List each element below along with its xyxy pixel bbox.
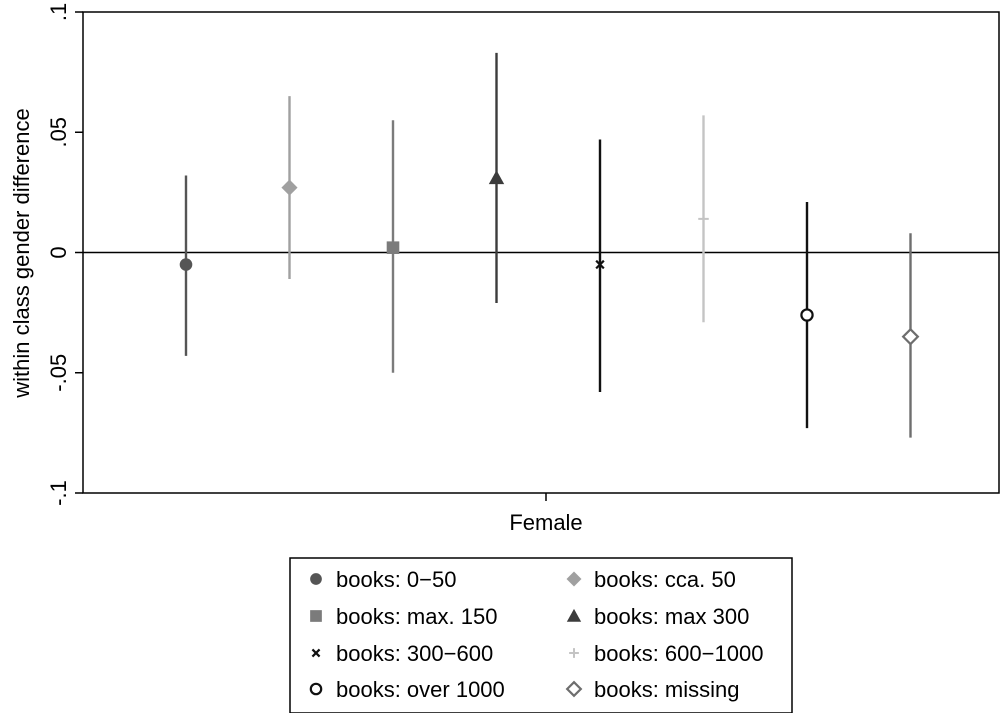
- legend: books: 0−50 books: cca. 50 books: max. 150…: [289, 557, 793, 713]
- series-4: [488, 52, 505, 304]
- y-axis-title: within class gender difference: [9, 108, 34, 398]
- legend-marker: [569, 648, 579, 658]
- point-estimate: [281, 179, 298, 196]
- legend-label: books: cca. 50: [594, 567, 736, 592]
- legend-item: books: missing: [565, 677, 740, 702]
- legend-label: books: 300−600: [336, 641, 493, 666]
- legend-item: books: max 300: [566, 604, 749, 629]
- legend-item: books: over 1000: [309, 677, 505, 702]
- legend-label: books: 600−1000: [594, 641, 763, 666]
- legend-marker: [311, 648, 321, 658]
- legend-label: books: over 1000: [336, 677, 505, 702]
- plot-area: [82, 11, 1000, 494]
- y-tick-label: -.05: [46, 354, 71, 392]
- legend-item: books: 0−50: [310, 567, 456, 592]
- series-8: [901, 233, 920, 438]
- legend-item: books: cca. 50: [566, 567, 736, 592]
- legend-item: books: 600−1000: [569, 641, 763, 666]
- legend-label: books: max. 150: [336, 604, 497, 629]
- y-tick-label: .1: [46, 3, 71, 21]
- x-axis: Female: [509, 493, 583, 535]
- legend-item: books: max. 150: [310, 604, 497, 629]
- series-7: [800, 201, 814, 429]
- y-axis: -.1 -.05 0 .05 .1: [46, 3, 83, 506]
- series-5: [595, 139, 605, 392]
- series-6: [698, 115, 709, 323]
- legend-marker: [310, 573, 322, 585]
- point-estimate: [901, 327, 920, 346]
- legend-marker: [565, 680, 583, 698]
- legend-label: books: max 300: [594, 604, 749, 629]
- legend-marker: [566, 608, 582, 622]
- series-3: [386, 120, 400, 373]
- legend-label: books: 0−50: [336, 567, 456, 592]
- legend-item: books: 300−600: [311, 641, 493, 666]
- y-tick-label: .05: [46, 117, 71, 148]
- point-estimate: [386, 241, 400, 254]
- legend-marker: [310, 610, 322, 622]
- legend-box: [289, 557, 793, 713]
- series-2: [281, 96, 298, 279]
- series-1: [179, 175, 193, 356]
- point-estimate: [800, 308, 814, 322]
- legend-label: books: missing: [594, 677, 740, 702]
- point-estimate: [698, 213, 709, 225]
- point-estimate: [595, 259, 605, 270]
- legend-marker: [309, 682, 323, 696]
- x-axis-title: Female: [509, 510, 582, 535]
- y-tick-label: -.1: [46, 480, 71, 506]
- point-estimate: [179, 258, 193, 271]
- legend-marker: [566, 571, 582, 587]
- point-estimate: [488, 170, 505, 185]
- y-tick-label: 0: [46, 246, 71, 258]
